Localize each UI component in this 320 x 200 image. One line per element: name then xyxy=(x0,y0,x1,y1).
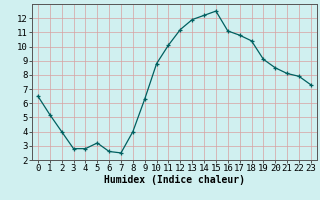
X-axis label: Humidex (Indice chaleur): Humidex (Indice chaleur) xyxy=(104,175,245,185)
